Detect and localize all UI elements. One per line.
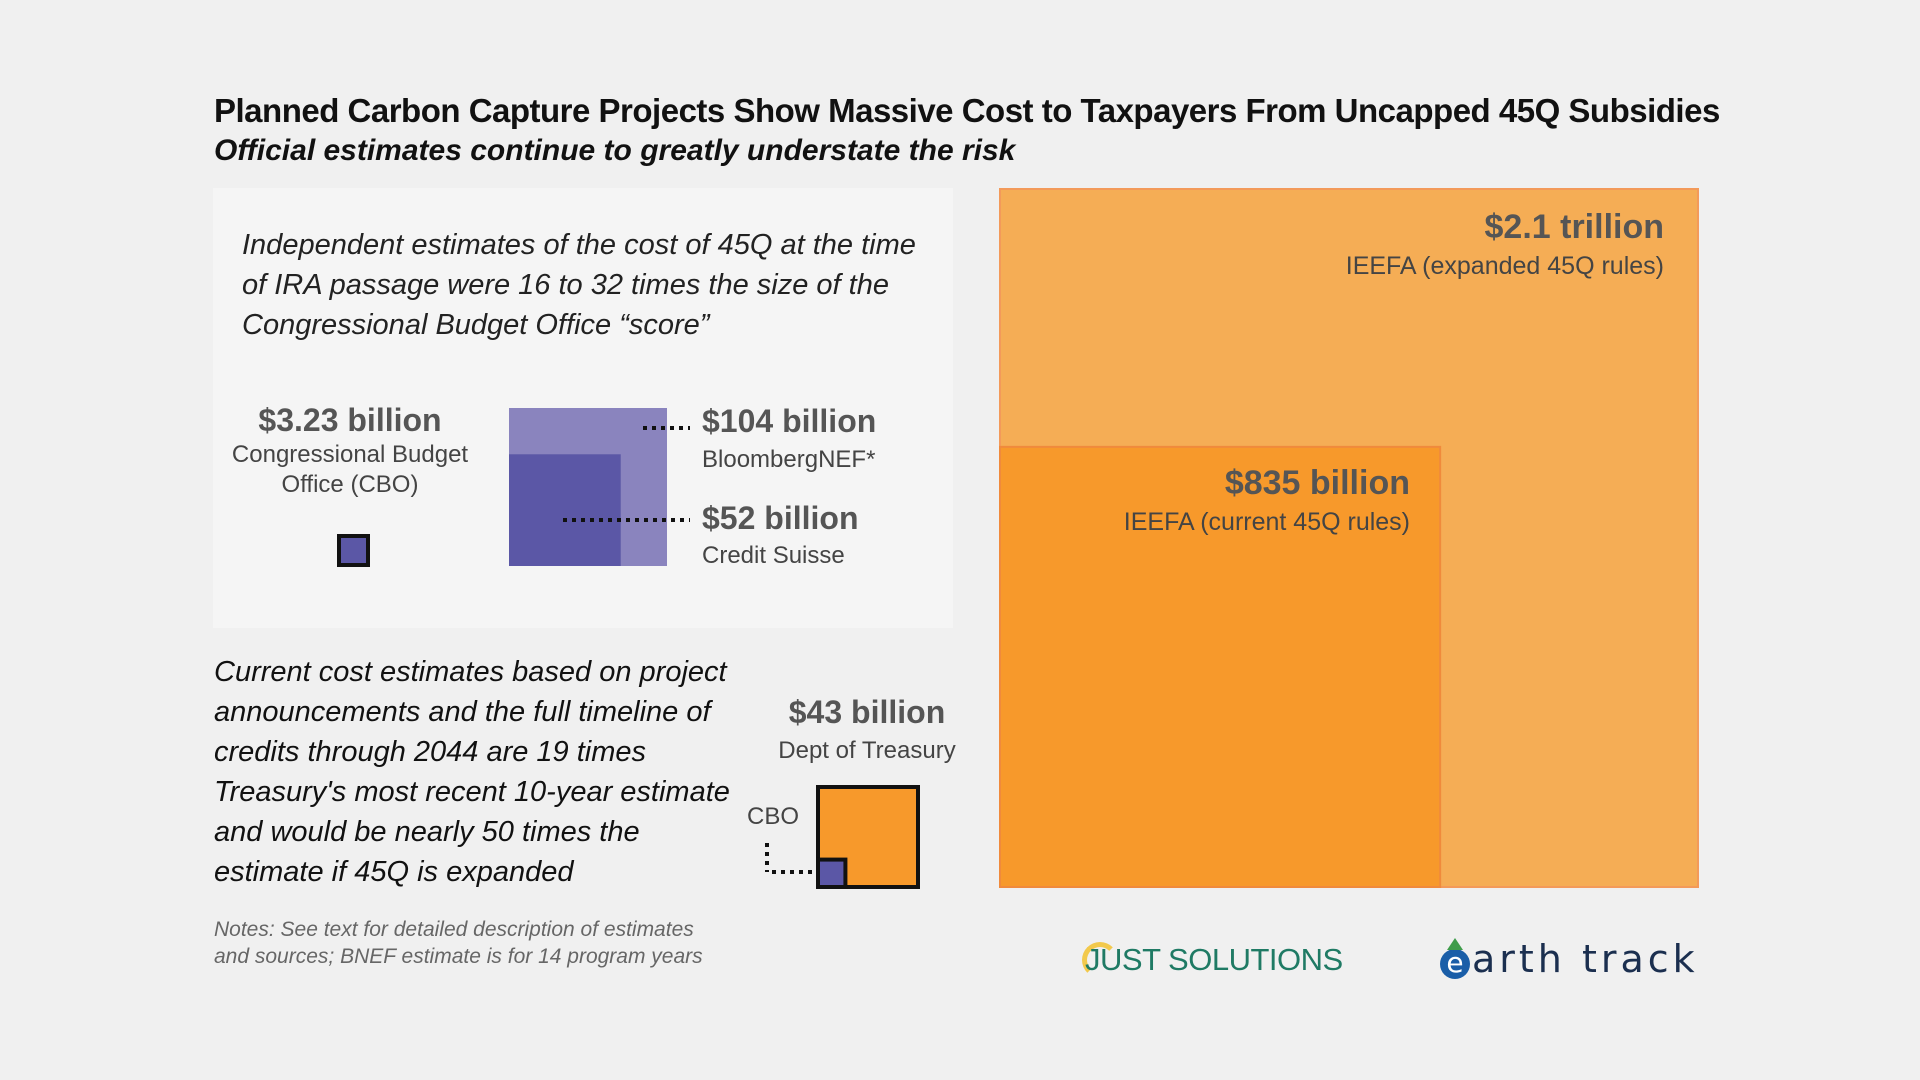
just-solutions-sun-icon bbox=[1082, 942, 1118, 978]
notes: Notes: See text for detailed description… bbox=[214, 918, 703, 968]
cbo-small-label: CBO bbox=[747, 803, 800, 830]
ieefa-current-source: IEEFA (current 45Q rules) bbox=[1123, 508, 1410, 536]
chart-subtitle: Official estimates continue to greatly u… bbox=[214, 134, 1016, 167]
treasury-value: $43 billion bbox=[788, 694, 946, 730]
ieefa-expanded-value: $2.1 trillion bbox=[1484, 208, 1665, 246]
cbo-source: Congressional Budget Office (CBO) bbox=[231, 441, 469, 498]
cbo-value: $3.23 billion bbox=[258, 402, 442, 438]
intro-text: Independent estimates of the cost of 45Q… bbox=[242, 229, 916, 341]
bnef-value: $104 billion bbox=[702, 403, 877, 439]
treasury-source: Dept of Treasury bbox=[778, 737, 956, 764]
current-estimates-text: Current cost estimates based on project … bbox=[214, 656, 730, 888]
earth-track-logo: e arth track bbox=[1440, 937, 1699, 981]
square-cbo-small bbox=[816, 857, 848, 889]
ieefa-expanded-source: IEEFA (expanded 45Q rules) bbox=[1345, 252, 1664, 280]
square-cbo bbox=[337, 534, 370, 567]
ieefa-current-value: $835 billion bbox=[1224, 464, 1410, 502]
bnef-source: BloombergNEF* bbox=[702, 446, 876, 473]
earth-track-e-icon: e bbox=[1440, 949, 1470, 979]
credit-suisse-value: $52 billion bbox=[702, 500, 859, 536]
leaf-icon bbox=[1447, 938, 1463, 950]
chart-title: Planned Carbon Capture Projects Show Mas… bbox=[214, 92, 1720, 129]
square-credit-suisse bbox=[509, 454, 621, 566]
square-ieefa-current bbox=[999, 445, 1442, 888]
earth-track-wordmark: arth track bbox=[1472, 937, 1699, 981]
just-solutions-logo: JUST SOLUTIONS bbox=[1085, 942, 1343, 977]
credit-suisse-source: Credit Suisse bbox=[702, 542, 845, 569]
